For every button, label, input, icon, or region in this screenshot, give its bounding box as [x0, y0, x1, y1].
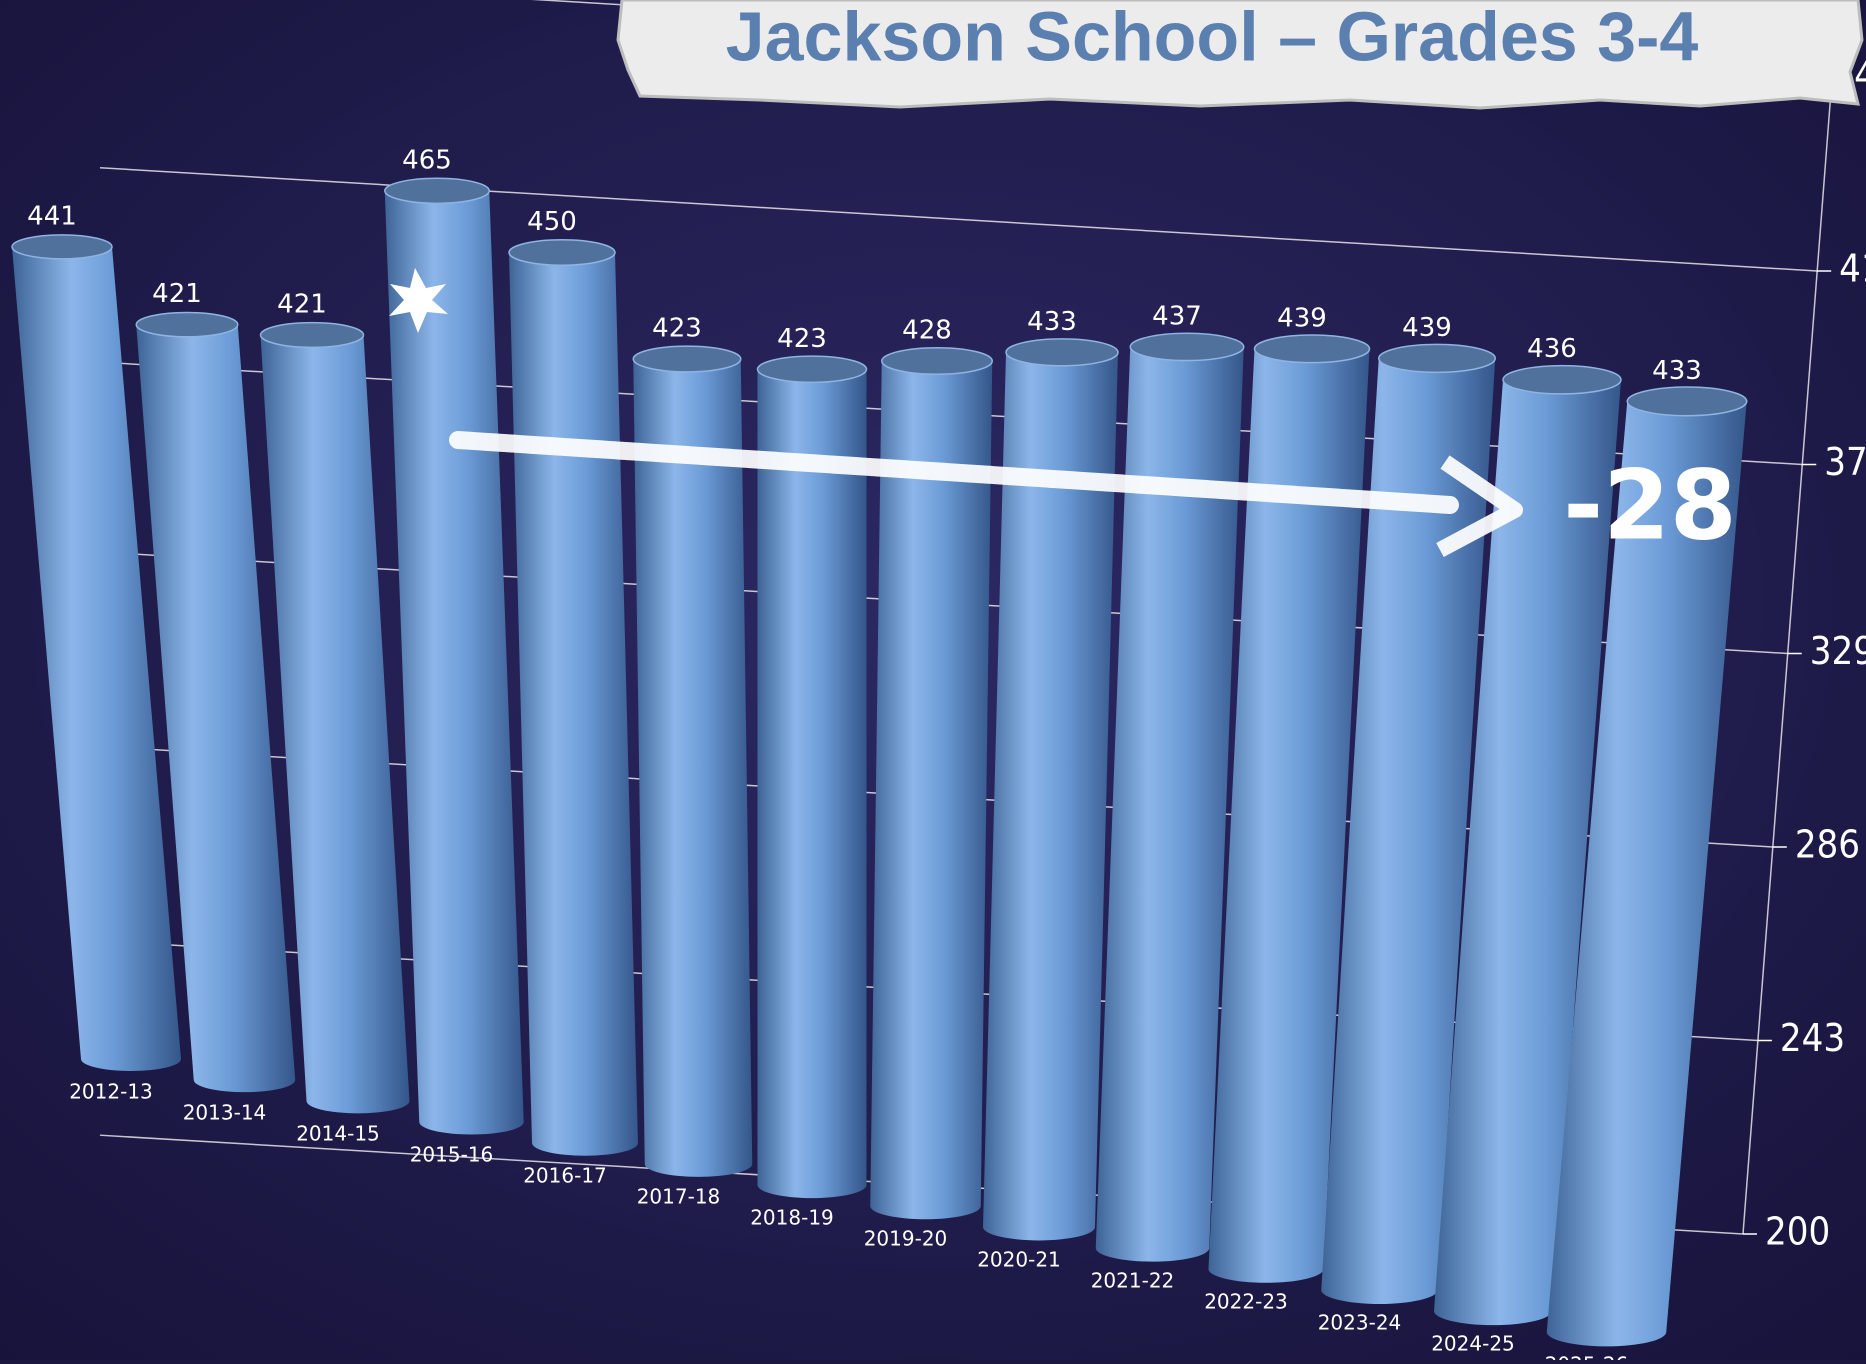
bar-cap [756, 355, 868, 384]
y-tick-label: 371 [1824, 440, 1866, 484]
bar [1321, 358, 1496, 1304]
x-tick-label: 2015-16 [410, 1143, 494, 1167]
banner-paper [616, 0, 1864, 110]
value-label: 423 [652, 313, 702, 343]
x-tick-label: 2013-14 [183, 1101, 267, 1125]
bar [1434, 379, 1621, 1326]
star-marker [389, 268, 448, 333]
x-tick-label: 2018-19 [750, 1206, 834, 1230]
value-label: 439 [1277, 303, 1327, 333]
x-tick-label: 2014-15 [296, 1122, 380, 1146]
bar-cap [384, 177, 490, 205]
bar-cap [1129, 332, 1245, 362]
bar [870, 361, 993, 1220]
bar-cap [632, 345, 742, 373]
value-label: 421 [152, 279, 202, 309]
axis-line [1742, 0, 1839, 1235]
y-tick-label: 200 [1765, 1210, 1830, 1254]
bar [757, 369, 867, 1199]
bar [1546, 401, 1747, 1347]
x-tick-label: 2025-26 [1545, 1353, 1629, 1361]
arrow-shaft [449, 431, 1459, 514]
bar-cap [135, 311, 239, 338]
y-tick-label: 243 [1780, 1016, 1845, 1060]
value-label: 421 [277, 290, 327, 320]
x-tick-label: 2020-21 [977, 1248, 1061, 1272]
y-tick-label: 286 [1795, 823, 1860, 867]
value-label: 465 [402, 145, 452, 175]
y-tick-label: 329 [1810, 629, 1866, 673]
bar [12, 246, 181, 1071]
value-label: 423 [777, 324, 827, 354]
x-tick-label: 2016-17 [523, 1164, 607, 1188]
bar-cap [11, 234, 113, 260]
bar-cap [1626, 386, 1748, 417]
annotation: -28 [1563, 449, 1736, 561]
bar [384, 190, 524, 1135]
bar [633, 358, 753, 1177]
x-tick-label: 2012-13 [69, 1080, 153, 1104]
bar [1095, 346, 1244, 1262]
value-label: 450 [527, 207, 577, 237]
trend-arrow [449, 431, 1523, 558]
bar-cap [508, 239, 616, 266]
x-tick-label: 2022-23 [1204, 1290, 1288, 1314]
value-label: 433 [1652, 356, 1702, 386]
bar-cap [259, 321, 365, 349]
y-tick-label: 457 [1854, 53, 1866, 97]
bar [260, 335, 410, 1114]
bar [136, 324, 296, 1093]
value-label: 436 [1527, 334, 1577, 364]
arrow-head [1436, 455, 1523, 558]
x-tick-label: 2017-18 [637, 1185, 721, 1209]
value-label: 437 [1152, 301, 1202, 331]
chart-title: Jackson School – Grades 3-4 [726, 0, 1699, 75]
bar-cap [1378, 343, 1496, 374]
bar-cap [881, 347, 993, 376]
bar-cap [1253, 334, 1371, 364]
x-tick-label: 2023-24 [1318, 1311, 1402, 1335]
x-tick-label: 2019-20 [864, 1227, 948, 1251]
bar-cap [1005, 338, 1119, 367]
title-banner: Jackson School – Grades 3-4 [616, 0, 1864, 110]
bar-cap [1502, 364, 1622, 395]
value-label: 433 [1027, 307, 1077, 337]
grid-line [99, 166, 1818, 272]
y-tick-label: 414 [1839, 247, 1866, 291]
bar [509, 252, 638, 1156]
bar [983, 352, 1118, 1241]
bars: 441 2012-13 421 2013-14 421 2014-15 465 2015-16… [11, 145, 1748, 1364]
x-tick-label: 2024-25 [1431, 1332, 1515, 1356]
value-label: 439 [1402, 313, 1452, 343]
bar [1208, 348, 1370, 1283]
value-label: 428 [902, 316, 952, 346]
x-tick-label: 2021-22 [1091, 1269, 1175, 1293]
value-label: 441 [27, 201, 77, 231]
